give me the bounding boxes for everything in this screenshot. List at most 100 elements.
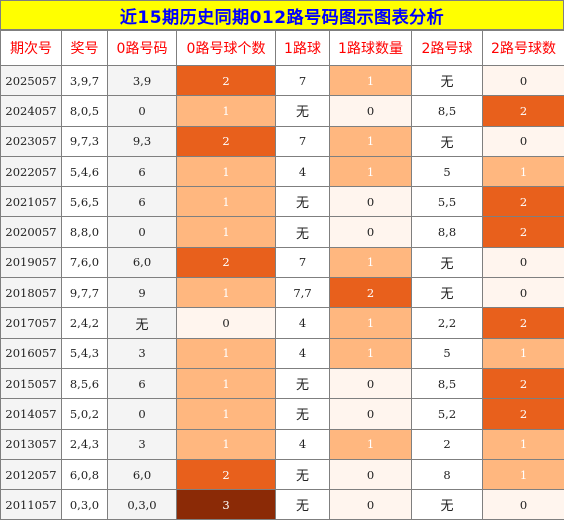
header-prize: 奖号	[61, 30, 108, 66]
cell-route1-numbers: 7,7	[275, 277, 330, 309]
table-row: 2012057 6,0,8 6,0 2 无 0 8 1	[0, 458, 564, 491]
analysis-table: 期次号 奖号 0路号码 0路号球个数 1路球 1路球数量 2路号球 2路号球数 …	[0, 30, 564, 521]
header-route0-numbers: 0路号码	[107, 30, 177, 66]
cell-route2-count: 0	[482, 246, 564, 279]
cell-route2-count: 0	[482, 277, 564, 309]
cell-issue: 2021057	[0, 186, 62, 218]
cell-prize: 2,4,3	[61, 428, 108, 460]
cell-route1-numbers: 4	[275, 307, 330, 339]
cell-route1-numbers: 无	[275, 367, 330, 400]
cell-issue: 2024057	[0, 95, 62, 127]
table-body: 2025057 3,9,7 3,9 2 7 1 无 0 2024057 8,0,5 0 1 无 0 8,5 2…	[0, 64, 564, 521]
cell-route1-numbers: 无	[275, 95, 330, 127]
cell-route0-numbers: 3,9	[107, 64, 177, 97]
cell-route0-count: 2	[176, 125, 276, 157]
cell-route2-numbers: 8,8	[411, 216, 483, 248]
cell-route2-count: 2	[482, 307, 564, 339]
cell-route0-count: 2	[176, 458, 276, 491]
table-row: 2020057 8,8,0 0 1 无 0 8,8 2	[0, 216, 564, 248]
table-row: 2017057 2,4,2 无 0 4 1 2,2 2	[0, 307, 564, 339]
table-row: 2015057 8,5,6 6 1 无 0 8,5 2	[0, 367, 564, 400]
cell-prize: 9,7,7	[61, 277, 108, 309]
cell-route1-count: 1	[329, 246, 412, 279]
cell-route0-numbers: 6	[107, 155, 177, 188]
cell-route1-count: 0	[329, 186, 412, 218]
cell-route1-count: 1	[329, 307, 412, 339]
cell-route0-numbers: 3	[107, 337, 177, 369]
cell-route0-numbers: 0,3,0	[107, 489, 177, 521]
cell-route1-numbers: 7	[275, 125, 330, 157]
cell-route1-count: 1	[329, 428, 412, 460]
cell-route2-count: 0	[482, 64, 564, 97]
cell-issue: 2020057	[0, 216, 62, 248]
cell-route0-numbers: 0	[107, 398, 177, 430]
cell-prize: 5,6,5	[61, 186, 108, 218]
cell-route0-numbers: 6,0	[107, 458, 177, 491]
cell-prize: 8,8,0	[61, 216, 108, 248]
cell-route1-count: 2	[329, 277, 412, 309]
cell-issue: 2013057	[0, 428, 62, 460]
cell-issue: 2011057	[0, 489, 62, 521]
cell-prize: 5,0,2	[61, 398, 108, 430]
cell-issue: 2016057	[0, 337, 62, 369]
cell-prize: 5,4,6	[61, 155, 108, 188]
cell-route0-numbers: 0	[107, 95, 177, 127]
cell-route0-count: 1	[176, 216, 276, 248]
header-route0-count: 0路号球个数	[176, 30, 276, 66]
cell-route0-count: 1	[176, 186, 276, 218]
cell-route2-count: 0	[482, 125, 564, 157]
cell-route2-numbers: 8,5	[411, 95, 483, 127]
cell-route2-numbers: 2,2	[411, 307, 483, 339]
cell-prize: 9,7,3	[61, 125, 108, 157]
cell-prize: 8,5,6	[61, 367, 108, 400]
cell-route0-numbers: 6	[107, 186, 177, 218]
cell-route0-count: 2	[176, 64, 276, 97]
cell-route2-numbers: 5	[411, 337, 483, 369]
cell-route2-numbers: 5,5	[411, 186, 483, 218]
cell-prize: 2,4,2	[61, 307, 108, 339]
cell-route0-count: 1	[176, 277, 276, 309]
cell-issue: 2017057	[0, 307, 62, 339]
table-row: 2021057 5,6,5 6 1 无 0 5,5 2	[0, 186, 564, 218]
cell-prize: 0,3,0	[61, 489, 108, 521]
header-route2-count: 2路号球数	[482, 30, 564, 66]
cell-route0-numbers: 0	[107, 216, 177, 248]
table-row: 2013057 2,4,3 3 1 4 1 2 1	[0, 428, 564, 460]
cell-route0-count: 0	[176, 307, 276, 339]
cell-issue: 2018057	[0, 277, 62, 309]
cell-route0-numbers: 6	[107, 367, 177, 400]
cell-route1-count: 0	[329, 398, 412, 430]
cell-route1-numbers: 7	[275, 246, 330, 279]
cell-route0-count: 2	[176, 246, 276, 279]
cell-route1-count: 1	[329, 155, 412, 188]
cell-route0-count: 3	[176, 489, 276, 521]
cell-issue: 2015057	[0, 367, 62, 400]
cell-route2-numbers: 无	[411, 125, 483, 157]
cell-route2-numbers: 2	[411, 428, 483, 460]
cell-route2-numbers: 5,2	[411, 398, 483, 430]
cell-route0-numbers: 无	[107, 307, 177, 339]
table-row: 2025057 3,9,7 3,9 2 7 1 无 0	[0, 64, 564, 97]
cell-route1-numbers: 4	[275, 155, 330, 188]
table-row: 2014057 5,0,2 0 1 无 0 5,2 2	[0, 398, 564, 430]
cell-prize: 3,9,7	[61, 64, 108, 97]
table-row: 2019057 7,6,0 6,0 2 7 1 无 0	[0, 246, 564, 279]
cell-prize: 5,4,3	[61, 337, 108, 369]
cell-route2-numbers: 8,5	[411, 367, 483, 400]
cell-route1-count: 0	[329, 458, 412, 491]
cell-route1-numbers: 无	[275, 458, 330, 491]
cell-route1-numbers: 无	[275, 489, 330, 521]
cell-route1-count: 1	[329, 125, 412, 157]
cell-route0-numbers: 9	[107, 277, 177, 309]
cell-route1-count: 0	[329, 367, 412, 400]
cell-route2-count: 1	[482, 155, 564, 188]
cell-route1-numbers: 无	[275, 186, 330, 218]
cell-route1-numbers: 4	[275, 337, 330, 369]
cell-route2-count: 1	[482, 428, 564, 460]
cell-route1-numbers: 4	[275, 428, 330, 460]
cell-route2-numbers: 无	[411, 246, 483, 279]
cell-route2-numbers: 无	[411, 489, 483, 521]
cell-prize: 8,0,5	[61, 95, 108, 127]
header-issue: 期次号	[0, 30, 62, 66]
